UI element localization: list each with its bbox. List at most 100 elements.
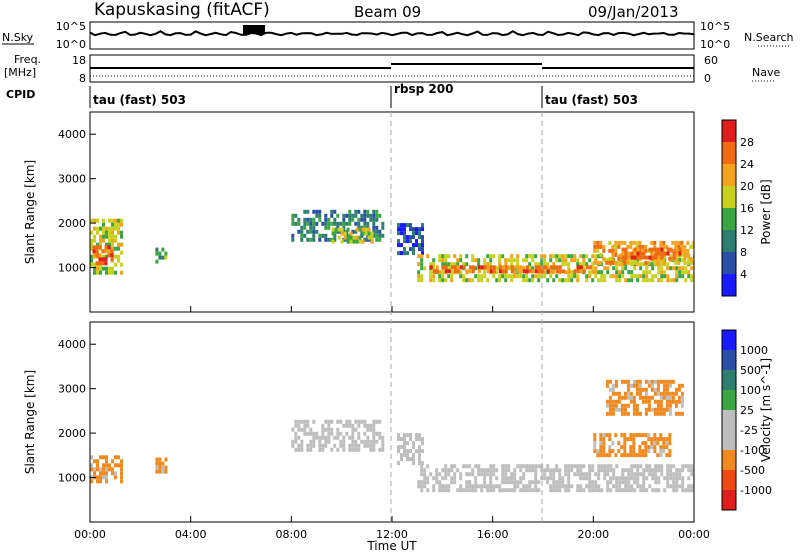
heatmap-cell	[537, 480, 541, 485]
heatmap-cell	[543, 472, 547, 477]
heatmap-cell	[690, 278, 694, 283]
heatmap-cell	[420, 488, 424, 493]
velocity-ylabel: Slant Range [km]	[23, 370, 37, 474]
heatmap-cell	[90, 246, 93, 251]
heatmap-cell	[677, 260, 681, 265]
heatmap-cell	[644, 391, 648, 396]
heatmap-cell	[552, 262, 556, 267]
heatmap-cell	[420, 274, 424, 279]
x-tick-label: 12:00	[376, 528, 408, 541]
heatmap-cell	[102, 234, 105, 239]
heatmap-cell	[334, 227, 338, 232]
heatmap-cell	[534, 254, 538, 259]
heatmap-cell	[657, 468, 661, 473]
heatmap-cell	[400, 243, 403, 248]
heatmap-cell	[400, 227, 403, 232]
station-title: Kapuskasing (fitACF)	[94, 0, 270, 20]
heatmap-cell	[303, 217, 307, 222]
heatmap-cell	[444, 488, 448, 493]
heatmap-cell	[111, 218, 114, 223]
heatmap-cell	[327, 419, 331, 424]
heatmap-cell	[525, 254, 529, 259]
heatmap-cell	[417, 262, 421, 267]
heatmap-cell	[333, 435, 337, 440]
heatmap-cell	[354, 419, 358, 424]
heatmap-cell	[650, 383, 654, 388]
heatmap-cell	[418, 449, 421, 454]
heatmap-cell	[327, 225, 331, 230]
heatmap-cell	[349, 231, 353, 236]
heatmap-cell	[403, 437, 406, 442]
heatmap-cell	[662, 387, 666, 392]
heatmap-cell	[492, 472, 496, 477]
heatmap-cell	[312, 419, 316, 424]
heatmap-cell	[90, 254, 93, 259]
heatmap-cell	[489, 258, 493, 263]
heatmap-cell	[591, 488, 595, 493]
heatmap-cell	[614, 453, 618, 458]
heatmap-cell	[342, 217, 346, 222]
heatmap-cell	[558, 278, 562, 283]
heatmap-cell	[636, 472, 640, 477]
heatmap-cell	[483, 472, 487, 477]
heatmap-cell	[608, 240, 612, 245]
heatmap-cell	[96, 218, 99, 223]
heatmap-cell	[665, 387, 669, 392]
heatmap-cell	[120, 222, 123, 227]
heatmap-cell	[641, 433, 645, 438]
heatmap-cell	[591, 480, 595, 485]
heatmap-cell	[348, 435, 352, 440]
heatmap-cell	[641, 244, 645, 249]
heatmap-cell	[623, 441, 627, 446]
heatmap-cell	[480, 278, 484, 283]
heatmap-cell	[623, 411, 627, 416]
heatmap-cell	[474, 488, 478, 493]
heatmap-cell	[459, 476, 463, 481]
heatmap-cell	[618, 274, 622, 279]
heatmap-cell	[671, 395, 675, 400]
colorbar-swatch	[722, 450, 736, 470]
heatmap-cell	[406, 239, 409, 244]
heatmap-cell	[683, 252, 687, 257]
heatmap-cell	[662, 441, 666, 446]
heatmap-cell	[543, 274, 547, 279]
heatmap-cell	[99, 242, 102, 247]
heatmap-cell	[117, 254, 120, 259]
heatmap-cell	[531, 274, 535, 279]
x-tick-label: 00:00	[678, 528, 710, 541]
heatmap-cell	[660, 270, 664, 275]
heatmap-cell	[465, 472, 469, 477]
heatmap-cell	[528, 484, 532, 489]
heatmap-cell	[324, 221, 328, 226]
heatmap-cell	[597, 468, 601, 473]
heatmap-cell	[672, 464, 676, 469]
heatmap-cell	[681, 266, 685, 271]
heatmap-cell	[635, 407, 639, 412]
heatmap-cell	[608, 445, 612, 450]
heatmap-cell	[570, 270, 574, 275]
heatmap-cell	[659, 453, 663, 458]
heatmap-cell	[315, 221, 319, 226]
heatmap-cell	[549, 269, 553, 274]
heatmap-cell	[415, 437, 418, 442]
heatmap-cell	[321, 431, 325, 436]
heatmap-cell	[403, 449, 406, 454]
heatmap-cell	[606, 484, 610, 489]
heatmap-cell	[570, 278, 574, 283]
heatmap-cell	[617, 260, 621, 265]
heatmap-cell	[579, 484, 583, 489]
heatmap-cell	[627, 278, 631, 283]
heatmap-cell	[421, 461, 424, 466]
heatmap-cell	[552, 270, 556, 275]
heatmap-cell	[663, 251, 667, 256]
heatmap-cell	[653, 391, 657, 396]
heatmap-cell	[599, 244, 603, 249]
heatmap-cell	[656, 407, 660, 412]
heatmap-cell	[540, 269, 544, 274]
heatmap-cell	[498, 274, 502, 279]
heatmap-cell	[453, 472, 457, 477]
heatmap-cell	[608, 387, 612, 392]
heatmap-cell	[608, 248, 612, 253]
